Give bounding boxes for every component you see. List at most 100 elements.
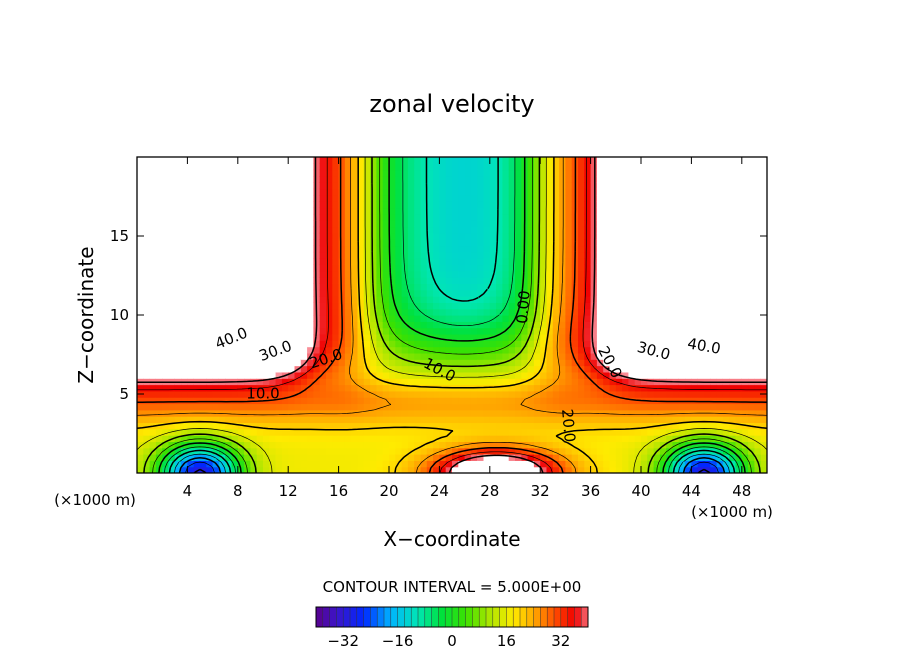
field-cell <box>735 441 743 449</box>
field-cell <box>137 258 144 266</box>
field-cell <box>407 321 415 329</box>
field-cell <box>275 384 283 392</box>
field-cell <box>710 460 718 468</box>
field-cell <box>615 315 623 322</box>
field-cell <box>376 428 384 436</box>
field-cell <box>502 422 510 430</box>
field-cell <box>477 447 485 455</box>
field-cell <box>515 390 522 398</box>
field-cell <box>344 454 352 461</box>
field-cell <box>445 169 453 177</box>
field-cell <box>445 333 453 341</box>
field-cell <box>590 384 598 392</box>
field-cell <box>729 466 737 473</box>
field-cell <box>741 308 749 316</box>
field-cell <box>672 359 680 367</box>
field-cell <box>382 296 390 303</box>
field-cell <box>565 346 573 354</box>
field-cell <box>187 371 195 379</box>
field-cell <box>300 352 308 360</box>
field-cell <box>313 245 321 253</box>
field-cell <box>407 378 415 386</box>
field-cell <box>647 289 655 297</box>
field-cell <box>603 340 611 348</box>
field-cell <box>565 302 573 310</box>
field-cell <box>590 378 598 386</box>
field-cell <box>722 201 730 209</box>
field-cell <box>483 226 491 234</box>
field-cell <box>470 213 478 221</box>
field-cell <box>748 175 755 183</box>
field-cell <box>590 340 598 348</box>
field-cell <box>533 220 541 228</box>
field-cell <box>477 283 485 291</box>
field-cell <box>615 454 623 461</box>
field-cell <box>565 371 573 379</box>
field-cell <box>231 359 239 367</box>
field-cell <box>174 239 182 247</box>
field-cell <box>704 466 711 473</box>
field-cell <box>420 333 428 341</box>
field-cell <box>363 454 371 461</box>
field-cell <box>193 157 201 164</box>
field-cell <box>445 245 453 253</box>
field-cell <box>281 283 289 291</box>
field-cell <box>502 169 510 177</box>
field-cell <box>420 251 428 259</box>
field-cell <box>722 327 730 335</box>
field-cell <box>609 245 617 253</box>
field-cell <box>754 296 762 303</box>
field-cell <box>363 163 371 171</box>
field-cell <box>559 169 566 177</box>
field-cell <box>754 270 762 278</box>
field-cell <box>502 188 510 196</box>
field-cell <box>678 397 686 405</box>
field-cell <box>225 277 233 284</box>
field-cell <box>269 346 277 354</box>
field-cell <box>269 169 277 177</box>
field-cell <box>483 403 491 411</box>
field-cell <box>344 251 352 259</box>
field-cell <box>181 175 188 183</box>
field-cell <box>508 258 516 266</box>
field-cell <box>288 422 296 430</box>
field-cell <box>659 245 667 253</box>
field-cell <box>615 251 623 259</box>
field-cell <box>508 315 516 322</box>
field-cell <box>231 315 239 322</box>
field-cell <box>389 397 396 405</box>
field-cell <box>300 321 308 329</box>
field-cell <box>716 466 724 473</box>
field-cell <box>546 397 554 405</box>
field-cell <box>452 441 459 449</box>
field-cell <box>244 226 251 234</box>
field-cell <box>231 460 239 468</box>
field-cell <box>590 315 598 322</box>
field-cell <box>571 352 579 360</box>
field-cell <box>596 403 604 411</box>
field-cell <box>389 157 396 164</box>
field-cell <box>659 352 667 360</box>
field-cell <box>496 308 503 316</box>
field-cell <box>206 245 214 253</box>
field-cell <box>515 333 522 341</box>
field-cell <box>244 371 251 379</box>
field-cell <box>496 169 503 177</box>
field-cell <box>609 163 617 171</box>
field-cell <box>760 270 767 278</box>
field-cell <box>559 346 566 354</box>
field-cell <box>578 175 585 183</box>
field-cell <box>596 251 604 259</box>
field-cell <box>659 321 667 329</box>
field-cell <box>754 169 762 177</box>
field-cell <box>212 327 220 335</box>
field-cell <box>628 226 636 234</box>
field-cell <box>754 289 762 297</box>
field-cell <box>376 289 384 297</box>
field-cell <box>603 283 611 291</box>
field-cell <box>244 207 251 215</box>
field-cell <box>363 321 371 329</box>
field-cell <box>407 340 415 348</box>
field-cell <box>716 340 724 348</box>
field-cell <box>647 213 655 221</box>
